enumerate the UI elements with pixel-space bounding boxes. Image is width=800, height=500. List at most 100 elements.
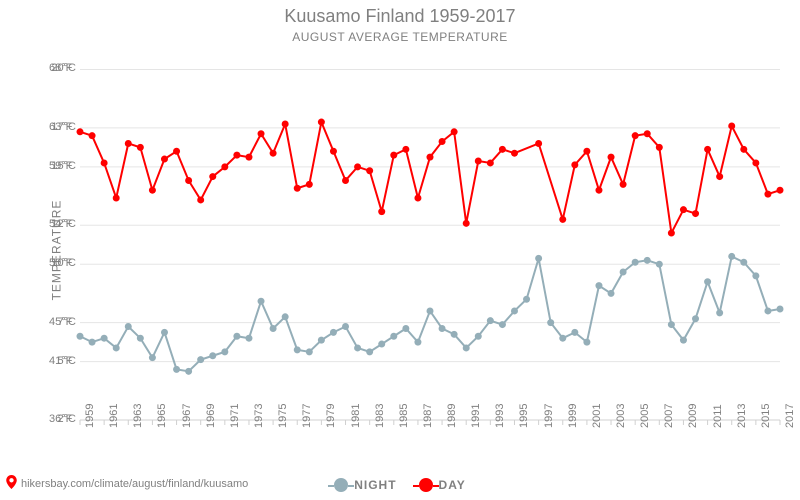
day-marker xyxy=(511,150,518,157)
night-marker xyxy=(463,344,470,351)
night-marker xyxy=(704,278,711,285)
x-tick-year: 1997 xyxy=(543,404,555,428)
day-marker xyxy=(475,158,482,165)
night-marker xyxy=(209,352,216,359)
day-marker xyxy=(173,148,180,155)
x-tick-year: 1969 xyxy=(205,404,217,428)
night-marker xyxy=(451,331,458,338)
x-tick-year: 1973 xyxy=(253,404,265,428)
night-marker xyxy=(716,309,723,316)
day-marker xyxy=(752,159,759,166)
night-marker xyxy=(366,348,373,355)
night-marker xyxy=(728,253,735,260)
x-tick-year: 2015 xyxy=(760,404,772,428)
day-marker xyxy=(499,146,506,153)
night-marker xyxy=(245,335,252,342)
chart-subtitle: AUGUST AVERAGE TEMPERATURE xyxy=(0,30,800,44)
night-marker xyxy=(571,329,578,336)
x-tick-year: 1995 xyxy=(518,404,530,428)
day-marker xyxy=(101,159,108,166)
night-marker xyxy=(764,307,771,314)
day-marker xyxy=(463,220,470,227)
x-tick-year: 1989 xyxy=(446,404,458,428)
day-marker xyxy=(378,208,385,215)
day-marker xyxy=(185,177,192,184)
day-marker xyxy=(77,128,84,135)
night-marker xyxy=(402,325,409,332)
day-marker xyxy=(644,130,651,137)
x-tick-year: 1977 xyxy=(301,404,313,428)
chart-svg xyxy=(80,50,780,420)
day-line xyxy=(80,122,780,233)
day-marker xyxy=(161,156,168,163)
x-tick-year: 2011 xyxy=(712,404,724,428)
night-marker xyxy=(306,348,313,355)
night-marker xyxy=(511,307,518,314)
day-marker xyxy=(704,146,711,153)
map-pin-icon xyxy=(6,475,17,492)
day-marker xyxy=(535,140,542,147)
day-marker xyxy=(402,146,409,153)
x-tick-year: 1999 xyxy=(567,404,579,428)
x-tick-year: 1987 xyxy=(422,404,434,428)
x-tick-year: 1991 xyxy=(470,404,482,428)
night-marker xyxy=(427,307,434,314)
day-marker xyxy=(632,132,639,139)
x-tick-year: 1993 xyxy=(494,404,506,428)
night-marker xyxy=(125,323,132,330)
x-tick-year: 1975 xyxy=(277,404,289,428)
night-marker xyxy=(547,319,554,326)
night-marker xyxy=(777,306,784,313)
legend-item-night: NIGHT xyxy=(334,478,396,492)
day-marker xyxy=(608,154,615,161)
night-marker xyxy=(414,339,421,346)
night-marker xyxy=(185,368,192,375)
night-marker xyxy=(620,269,627,276)
night-marker xyxy=(101,335,108,342)
day-marker xyxy=(427,154,434,161)
night-marker xyxy=(282,313,289,320)
night-marker xyxy=(583,339,590,346)
night-marker xyxy=(77,333,84,340)
x-tick-year: 2013 xyxy=(736,404,748,428)
day-marker xyxy=(439,138,446,145)
day-marker xyxy=(620,181,627,188)
day-marker xyxy=(764,191,771,198)
night-marker xyxy=(161,329,168,336)
night-marker xyxy=(632,259,639,266)
night-marker xyxy=(294,346,301,353)
night-marker xyxy=(475,333,482,340)
source-footer: hikersbay.com/climate/august/finland/kuu… xyxy=(6,475,248,492)
x-tick-year: 2017 xyxy=(784,404,796,428)
plot-area xyxy=(80,50,780,420)
night-marker xyxy=(258,298,265,305)
y-tick-fahrenheit: 50°F xyxy=(49,257,72,269)
day-marker xyxy=(221,163,228,170)
x-tick-year: 1959 xyxy=(84,404,96,428)
x-tick-year: 2005 xyxy=(639,404,651,428)
day-marker xyxy=(113,195,120,202)
day-marker xyxy=(451,128,458,135)
y-tick-fahrenheit: 41°F xyxy=(49,355,72,367)
day-marker xyxy=(716,173,723,180)
legend-swatch-day xyxy=(419,478,433,492)
day-marker xyxy=(197,196,204,203)
day-marker xyxy=(487,159,494,166)
day-marker xyxy=(583,148,590,155)
x-tick-year: 2001 xyxy=(591,404,603,428)
day-marker xyxy=(777,187,784,194)
day-marker xyxy=(282,121,289,128)
night-marker xyxy=(608,290,615,297)
night-marker xyxy=(89,339,96,346)
night-marker xyxy=(535,255,542,262)
night-marker xyxy=(342,323,349,330)
day-marker xyxy=(294,185,301,192)
night-marker xyxy=(559,335,566,342)
day-marker xyxy=(571,161,578,168)
night-marker xyxy=(318,337,325,344)
night-marker xyxy=(680,337,687,344)
x-tick-year: 1965 xyxy=(156,404,168,428)
night-marker xyxy=(149,354,156,361)
night-marker xyxy=(354,344,361,351)
source-url: hikersbay.com/climate/august/finland/kuu… xyxy=(21,478,248,490)
